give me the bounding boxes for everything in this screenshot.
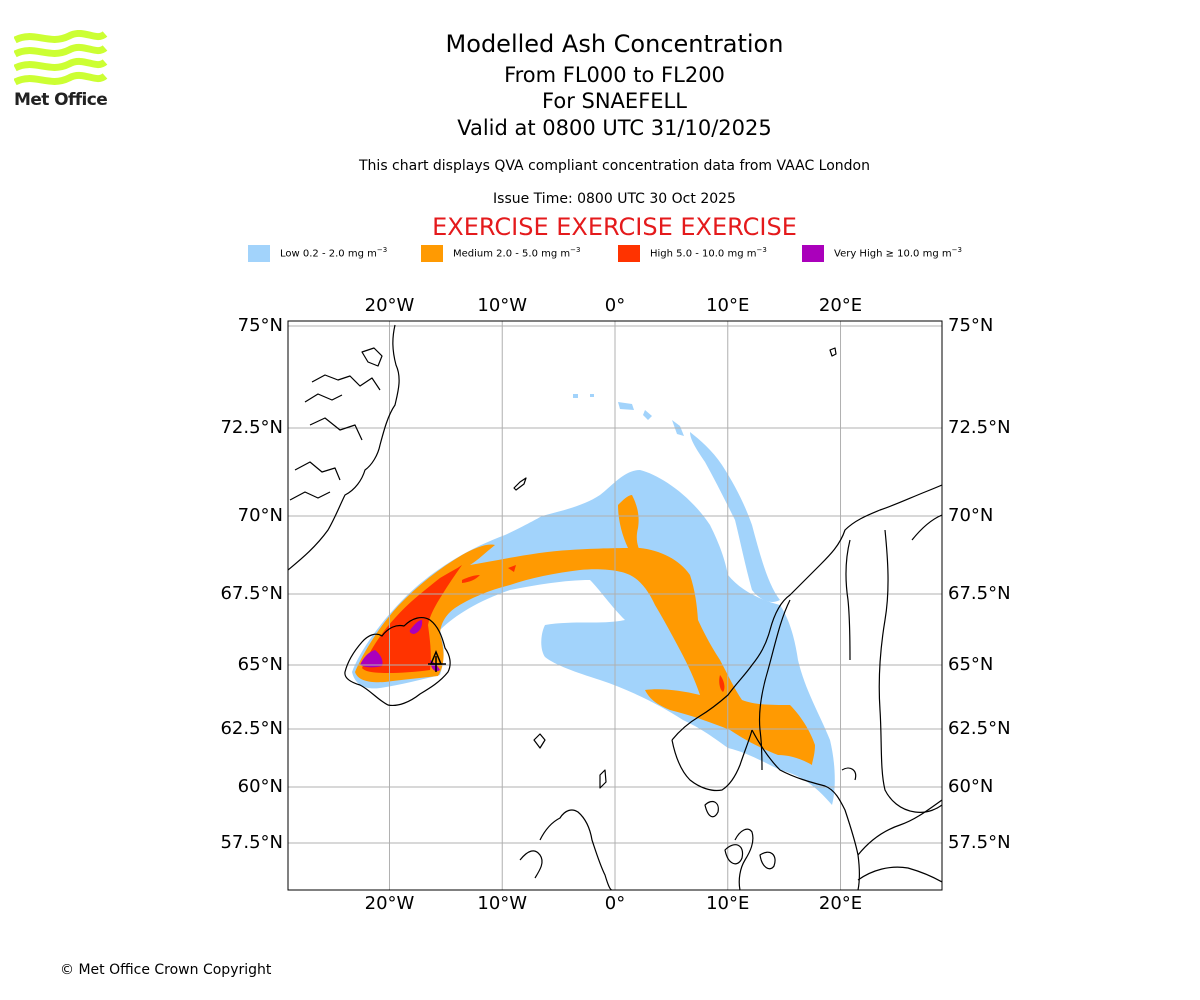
lat-tick-label-left: 75°N [238,315,283,336]
lat-tick-label-right: 60°N [948,776,993,797]
legend-label-low: Low 0.2 - 2.0 mg m [280,248,377,260]
flight-levels: From FL000 to FL200 [504,63,725,87]
valid-time: Valid at 0800 UTC 31/10/2025 [457,116,772,140]
lon-tick-label-bottom: 0° [605,893,625,914]
lon-tick-label-top: 20°E [819,295,862,316]
lat-tick-label-right: 67.5°N [948,583,1011,604]
legend-unit-high: −3 [756,246,767,254]
lon-tick-label-top: 10°W [477,295,527,316]
lon-tick-label-top: 20°W [365,295,415,316]
legend-unit-low: −3 [376,246,388,254]
legend-unit-medium: −3 [570,246,581,254]
logo-text: Met Office [14,90,108,110]
legend-label-medium: Medium 2.0 - 5.0 mg m [453,248,571,260]
lon-tick-label-bottom: 20°W [365,893,415,914]
lat-tick-label-left: 67.5°N [220,583,283,604]
legend-swatch-very-high [802,245,824,262]
lat-tick-label-right: 75°N [948,315,993,336]
lon-tick-label-bottom: 10°E [706,893,749,914]
lon-tick-label-bottom: 10°W [477,893,527,914]
met-office-waves-icon [13,29,108,86]
lat-tick-label-right: 72.5°N [948,417,1011,438]
legend-label-high: High 5.0 - 10.0 mg m [650,248,757,260]
lat-tick-label-left: 60°N [238,776,283,797]
map-frame [287,320,943,891]
ash-very-high-contour [360,620,440,672]
ash-medium-contour [355,495,815,765]
copyright-notice: © Met Office Crown Copyright [60,962,272,978]
legend-label-very-high: Very High ≥ 10.0 mg m [834,248,952,260]
legend-swatch-high [618,245,640,262]
lat-tick-label-left: 70°N [238,505,283,526]
lon-tick-label-bottom: 20°E [819,893,862,914]
legend-swatch-low [248,245,270,262]
volcano-source-marker [428,650,446,672]
lat-tick-label-right: 70°N [948,505,993,526]
lon-tick-label-top: 10°E [706,295,749,316]
exercise-banner: EXERCISE EXERCISE EXERCISE [432,213,797,241]
lat-tick-label-left: 62.5°N [220,718,283,739]
axis-tick-labels: 20°W 20°W 10°W 10°W 0° 0° 10°E 10°E 20°E 20°E 75°N… [220,295,1010,914]
lat-tick-label-left: 72.5°N [220,417,283,438]
chart-description: This chart displays QVA compliant concen… [359,158,870,174]
legend-unit-very-high: −3 [951,246,962,254]
lat-tick-label-left: 65°N [238,654,283,675]
lon-tick-label-top: 0° [605,295,625,316]
lat-tick-label-right: 65°N [948,654,993,675]
lat-tick-label-left: 57.5°N [220,832,283,853]
legend-swatch-medium [421,245,443,262]
ash-high-contour [362,565,725,692]
lat-tick-label-right: 57.5°N [948,832,1011,853]
coastlines [288,324,942,890]
volcano-name: For SNAEFELL [542,89,687,113]
chart-title: Modelled Ash Concentration [445,30,784,58]
met-office-logo: Met Office [13,29,114,112]
lat-tick-label-right: 62.5°N [948,718,1011,739]
graticule [288,321,942,890]
issue-time: Issue Time: 0800 UTC 30 Oct 2025 [493,191,736,207]
